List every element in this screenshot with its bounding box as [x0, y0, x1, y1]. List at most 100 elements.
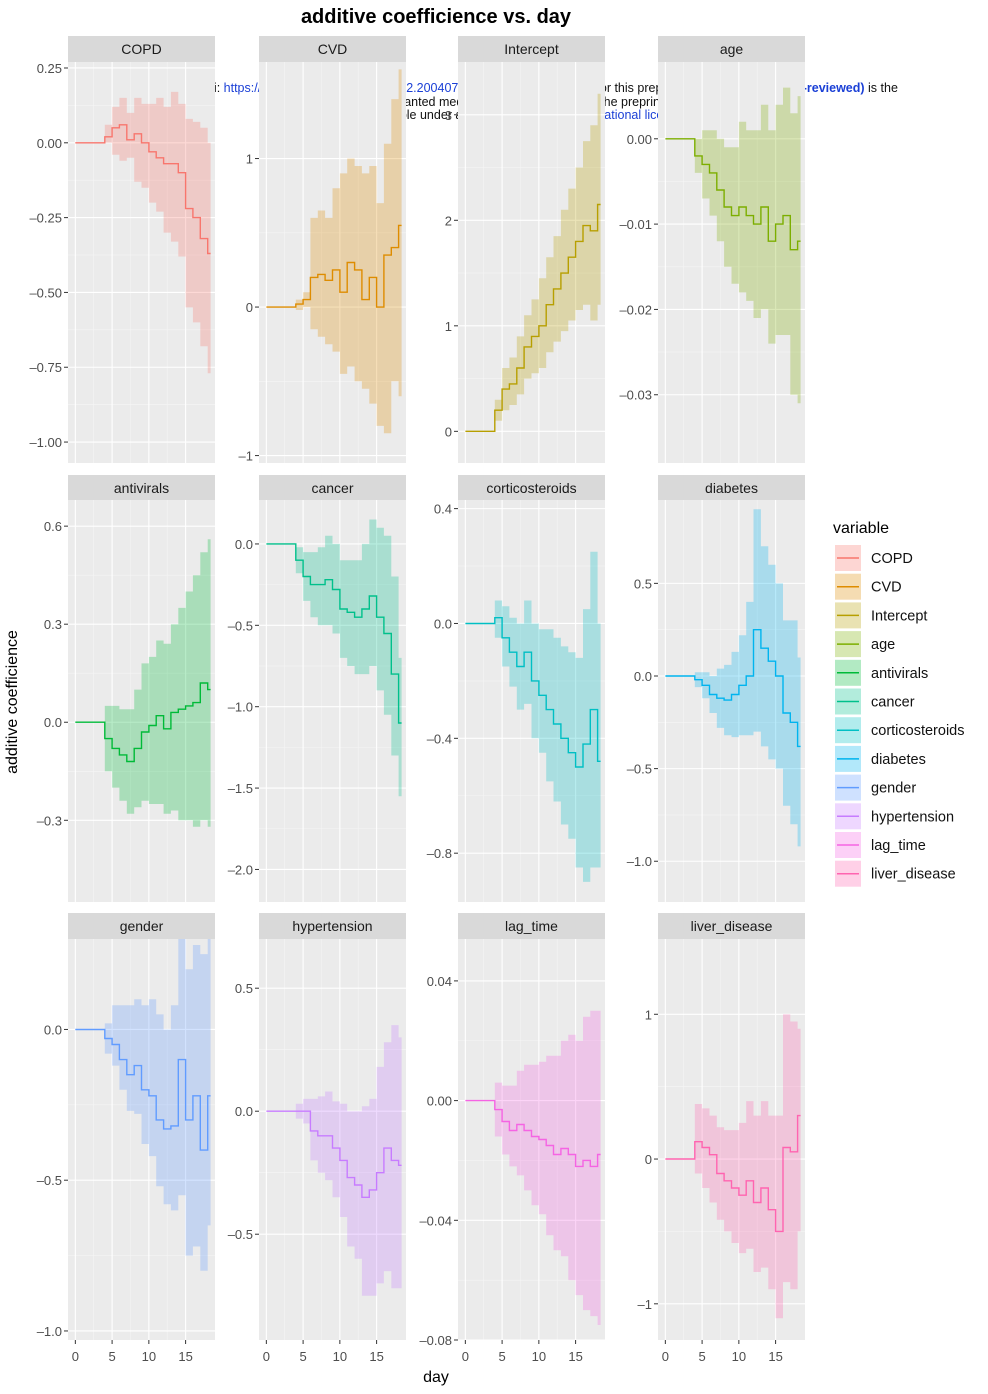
- panel-corticosteroids: corticosteroids 0.4 0.0 –0.4 –0.8: [427, 475, 605, 902]
- strip-label-gender: gender: [120, 918, 164, 934]
- strip-label-cvd: CVD: [318, 41, 348, 57]
- x-tick-label: 0: [72, 1349, 79, 1364]
- y-tick-label: –1.0: [627, 854, 652, 869]
- y-tick-label: 0.0: [235, 537, 253, 552]
- y-tick-label: 0.0: [634, 669, 652, 684]
- legend-item-copd: COPD: [835, 545, 913, 571]
- x-axis-title: day: [423, 1369, 449, 1386]
- legend-item-liver-disease: liver_disease: [835, 860, 956, 887]
- series-line-lag-time: [465, 1099, 601, 1168]
- strip-label-cancer: cancer: [311, 480, 353, 496]
- y-tick-label: 0.0: [434, 616, 452, 631]
- panel-background: [658, 62, 805, 463]
- panel-background: [658, 939, 805, 1340]
- y-tick-label: 0.00: [627, 132, 652, 147]
- legend-item-cancer: cancer: [835, 688, 915, 715]
- y-tick-label: –0.25: [29, 211, 62, 226]
- y-tick-label: 1: [246, 152, 253, 167]
- legend-item-diabetes: diabetes: [835, 745, 926, 772]
- confidence-band-intercept: [465, 93, 601, 432]
- y-tick-label: –0.5: [228, 618, 253, 633]
- panel-background: [68, 62, 215, 463]
- y-tick-label: 0.00: [37, 136, 62, 151]
- y-tick-label: 1: [445, 319, 452, 334]
- y-tick-label: –0.02: [619, 302, 652, 317]
- panel-background: [259, 62, 406, 463]
- y-tick-label: 0: [645, 1152, 652, 1167]
- panel-intercept: Intercept 3 2 1 0: [445, 36, 605, 463]
- y-tick-label: –0.5: [228, 1227, 253, 1242]
- y-tick-label: –0.3: [37, 813, 62, 828]
- legend-label-intercept: Intercept: [871, 608, 927, 624]
- panel-antivirals: antivirals 0.6 0.3 0.0 –0.3: [37, 475, 215, 902]
- confidence-band-cvd: [266, 69, 402, 434]
- legend-label-lag-time: lag_time: [871, 838, 926, 854]
- x-tick-label: 5: [698, 1349, 705, 1364]
- panel-gender: gender 0.0 –0.5 –1.0 0 5 10 15: [37, 913, 215, 1364]
- x-tick-label: 15: [768, 1349, 782, 1364]
- panel-hypertension: hypertension 0.5 0.0 –0.5 0 5 10 15: [228, 913, 406, 1364]
- x-tick-label: 5: [498, 1349, 505, 1364]
- x-tick-label: 0: [462, 1349, 469, 1364]
- strip-corticosteroids: [458, 475, 605, 501]
- x-tick-label: 15: [369, 1349, 383, 1364]
- x-tick-label: 0: [662, 1349, 669, 1364]
- strip-antivirals: [68, 475, 215, 501]
- panel-background: [458, 62, 605, 463]
- y-tick-label: –0.8: [427, 846, 452, 861]
- panel-lag-time: lag_time 0.04 0.00 –0.04 –0.08 0 5 10 15: [419, 913, 605, 1364]
- strip-gender: [68, 913, 215, 939]
- x-tick-label: 5: [108, 1349, 115, 1364]
- x-tick-label: 5: [299, 1349, 306, 1364]
- strip-label-age: age: [720, 41, 744, 57]
- legend-item-intercept: Intercept: [835, 602, 927, 629]
- y-tick-label: –1.0: [228, 700, 253, 715]
- strip-label-intercept: Intercept: [504, 41, 559, 57]
- strip-label-lag-time: lag_time: [505, 918, 558, 934]
- legend-item-lag-time: lag_time: [835, 832, 926, 858]
- series-line-gender: [75, 1028, 211, 1151]
- legend-title: variable: [833, 520, 889, 537]
- x-tick-label: 10: [732, 1349, 746, 1364]
- strip-label-copd: COPD: [121, 41, 161, 57]
- y-axis-title: additive coefficience: [4, 630, 21, 774]
- series-line-intercept: [465, 203, 601, 432]
- strip-label-antivirals: antivirals: [114, 480, 169, 496]
- x-tick-label: 10: [333, 1349, 347, 1364]
- legend-label-diabetes: diabetes: [871, 752, 926, 768]
- confidence-band-copd: [75, 91, 211, 374]
- confidence-band-lag-time: [465, 1010, 601, 1325]
- strip-label-diabetes: diabetes: [705, 480, 758, 496]
- series-line-copd: [75, 124, 211, 255]
- series-line-diabetes: [665, 629, 801, 748]
- y-tick-label: 0: [445, 424, 452, 439]
- strip-label-hypertension: hypertension: [292, 918, 372, 934]
- y-tick-label: –0.5: [627, 762, 652, 777]
- strip-cancer: [259, 475, 406, 501]
- legend-item-gender: gender: [835, 774, 916, 801]
- legend-label-age: age: [871, 637, 895, 653]
- series-line-cvd: [266, 224, 402, 308]
- series-line-cancer: [266, 543, 402, 724]
- y-tick-label: 0.25: [37, 61, 62, 76]
- y-tick-label: –0.08: [419, 1333, 452, 1348]
- panel-diabetes: diabetes 0.5 0.0 –0.5 –1.0: [627, 475, 805, 902]
- x-tick-label: 0: [263, 1349, 270, 1364]
- panel-background: [68, 939, 215, 1340]
- y-tick-label: 0.0: [44, 715, 62, 730]
- legend-label-cvd: CVD: [871, 580, 902, 596]
- legend-label-hypertension: hypertension: [871, 809, 954, 825]
- legend-label-liver-disease: liver_disease: [871, 867, 956, 883]
- y-tick-label: 0.00: [427, 1094, 452, 1109]
- y-tick-label: 0.0: [44, 1022, 62, 1037]
- panel-copd: COPD 0.25 0.00 –0.25 –0.50 –0.75 –1.00: [29, 36, 215, 463]
- legend-label-copd: COPD: [871, 551, 913, 567]
- strip-hypertension: [259, 913, 406, 939]
- y-tick-label: –0.75: [29, 360, 62, 375]
- panel-cancer: cancer 0.0 –0.5 –1.0 –1.5 –2.0: [228, 475, 406, 902]
- legend-label-cancer: cancer: [871, 695, 915, 711]
- y-tick-label: 2: [445, 213, 452, 228]
- x-tick-label: 15: [568, 1349, 582, 1364]
- x-tick-label: 10: [532, 1349, 546, 1364]
